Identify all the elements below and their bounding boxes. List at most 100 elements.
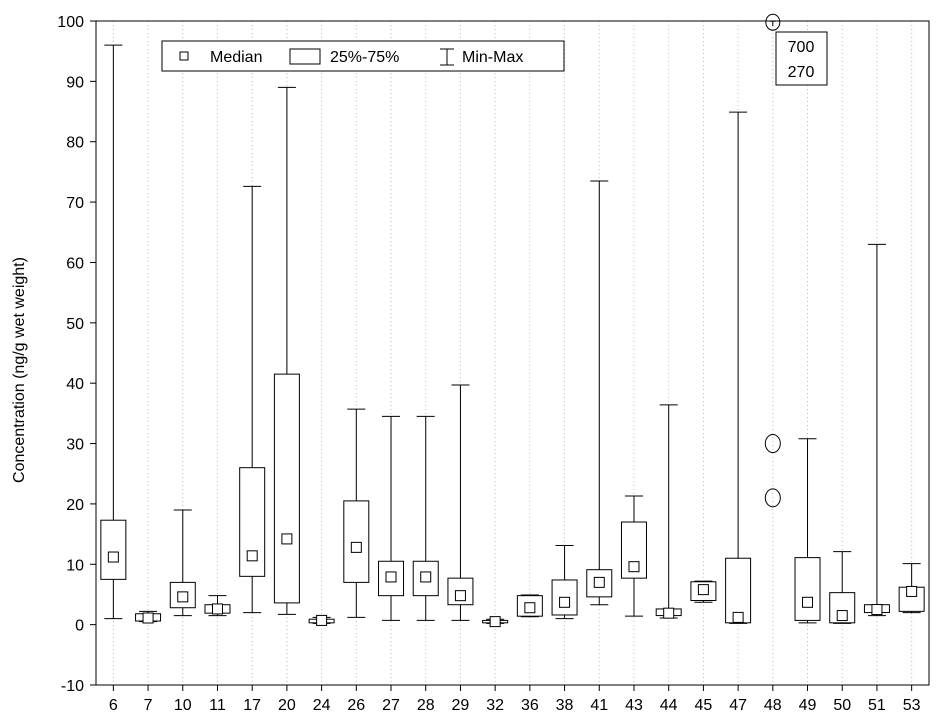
x-tick-label: 27 <box>382 697 400 713</box>
box-series <box>100 13 925 628</box>
box-41 <box>586 180 613 606</box>
legend-whisker-icon <box>440 48 454 66</box>
legend-frame <box>161 40 565 72</box>
legend-median-icon <box>179 51 189 61</box>
x-tick-label: 26 <box>347 697 365 713</box>
y-tick-label: 40 <box>66 376 84 393</box>
median-marker <box>281 533 293 545</box>
box-28 <box>412 415 439 621</box>
x-tick-label: 20 <box>278 697 296 713</box>
box-6 <box>100 44 127 620</box>
median-marker <box>524 602 536 614</box>
box-11 <box>204 595 231 617</box>
median-marker <box>177 591 189 603</box>
median-marker <box>350 541 362 553</box>
median-marker <box>489 616 501 628</box>
box-26 <box>343 408 370 618</box>
median-marker <box>802 596 814 608</box>
x-tick-label: 17 <box>243 697 261 713</box>
median-marker <box>420 571 432 583</box>
y-tick-label: 60 <box>66 255 84 272</box>
x-tick-label: 36 <box>521 697 539 713</box>
outlier-point <box>764 434 781 454</box>
y-tick-label: 30 <box>66 437 84 454</box>
gridlines <box>112 21 913 685</box>
axes: -10 0 10 20 30 40 50 60 70 80 90 100 6 7 10 11 17 20 24 26 2… <box>57 14 930 713</box>
box-49 <box>794 438 821 624</box>
annotation-value-1: 700 <box>788 39 815 56</box>
x-tick-label: 49 <box>799 697 817 713</box>
median-marker <box>906 585 918 597</box>
box-50 <box>829 551 856 624</box>
x-tick-label: 53 <box>903 697 921 713</box>
x-tick-label: 44 <box>660 697 678 713</box>
outlier-annotation: 700 270 <box>775 31 828 86</box>
box-47 <box>725 111 752 624</box>
iqr-box <box>343 500 370 583</box>
box-36 <box>516 594 543 618</box>
x-tick-label: 43 <box>625 697 643 713</box>
box-43 <box>620 495 647 617</box>
x-tick-label: 32 <box>486 697 504 713</box>
x-tick-label: 6 <box>109 697 118 713</box>
x-tick-label: 29 <box>452 697 470 713</box>
y-tick-label: 50 <box>66 316 84 333</box>
median-marker <box>628 561 640 573</box>
median-marker <box>836 610 848 622</box>
median-marker <box>385 571 397 583</box>
x-tick-label: 51 <box>868 697 886 713</box>
box-38 <box>551 545 578 620</box>
box-45 <box>690 580 717 603</box>
box-29 <box>447 384 474 621</box>
x-tick-label: 24 <box>313 697 331 713</box>
x-tick-label: 7 <box>144 697 153 713</box>
box-24 <box>308 614 335 626</box>
median-marker <box>871 604 883 616</box>
legend-box-icon <box>289 48 321 65</box>
y-tick-label: 70 <box>66 195 84 212</box>
box-7 <box>135 610 162 624</box>
y-axis-label: Concentration (ng/g wet weight) <box>11 257 28 483</box>
median-marker <box>107 551 119 563</box>
iqr-box <box>794 557 821 621</box>
legend-item-median: Median <box>210 49 262 66</box>
x-tick-label: 28 <box>417 697 435 713</box>
median-marker <box>316 614 328 626</box>
box-27 <box>378 415 405 621</box>
box-44 <box>655 404 682 619</box>
median-marker <box>454 590 466 602</box>
iqr-box <box>100 519 127 580</box>
annotation-value-2: 270 <box>788 64 815 81</box>
median-marker <box>663 607 675 619</box>
y-tick-label: 0 <box>75 618 84 635</box>
annotation-box <box>775 31 828 86</box>
y-tick-label: 80 <box>66 135 84 152</box>
y-tick-label: 20 <box>66 497 84 514</box>
box-20 <box>273 86 300 615</box>
x-tick-label: 48 <box>764 697 782 713</box>
legend-item-minmax: Min-Max <box>462 49 523 66</box>
legend: Median 25%-75% Min-Max <box>161 40 565 72</box>
x-tick-label: 47 <box>729 697 747 713</box>
median-marker <box>142 612 154 624</box>
median-marker <box>697 584 709 596</box>
box-48 <box>764 13 781 508</box>
median-marker <box>732 611 744 623</box>
box-32 <box>482 616 509 628</box>
iqr-box <box>273 373 300 604</box>
y-tick-label: 100 <box>57 14 84 31</box>
x-tick-label: 11 <box>209 697 226 713</box>
x-tick-label: 45 <box>694 697 712 713</box>
x-tick-label: 41 <box>590 697 608 713</box>
box-53 <box>898 563 925 614</box>
offscale-outlier-marker <box>765 13 781 31</box>
median-marker <box>559 596 571 608</box>
y-tick-label: 10 <box>66 557 84 574</box>
box-51 <box>863 243 890 617</box>
median-marker <box>593 576 605 588</box>
x-tick-label: 10 <box>174 697 192 713</box>
plot-frame <box>95 20 930 686</box>
x-tick-label: 50 <box>833 697 851 713</box>
legend-item-box: 25%-75% <box>330 49 399 66</box>
